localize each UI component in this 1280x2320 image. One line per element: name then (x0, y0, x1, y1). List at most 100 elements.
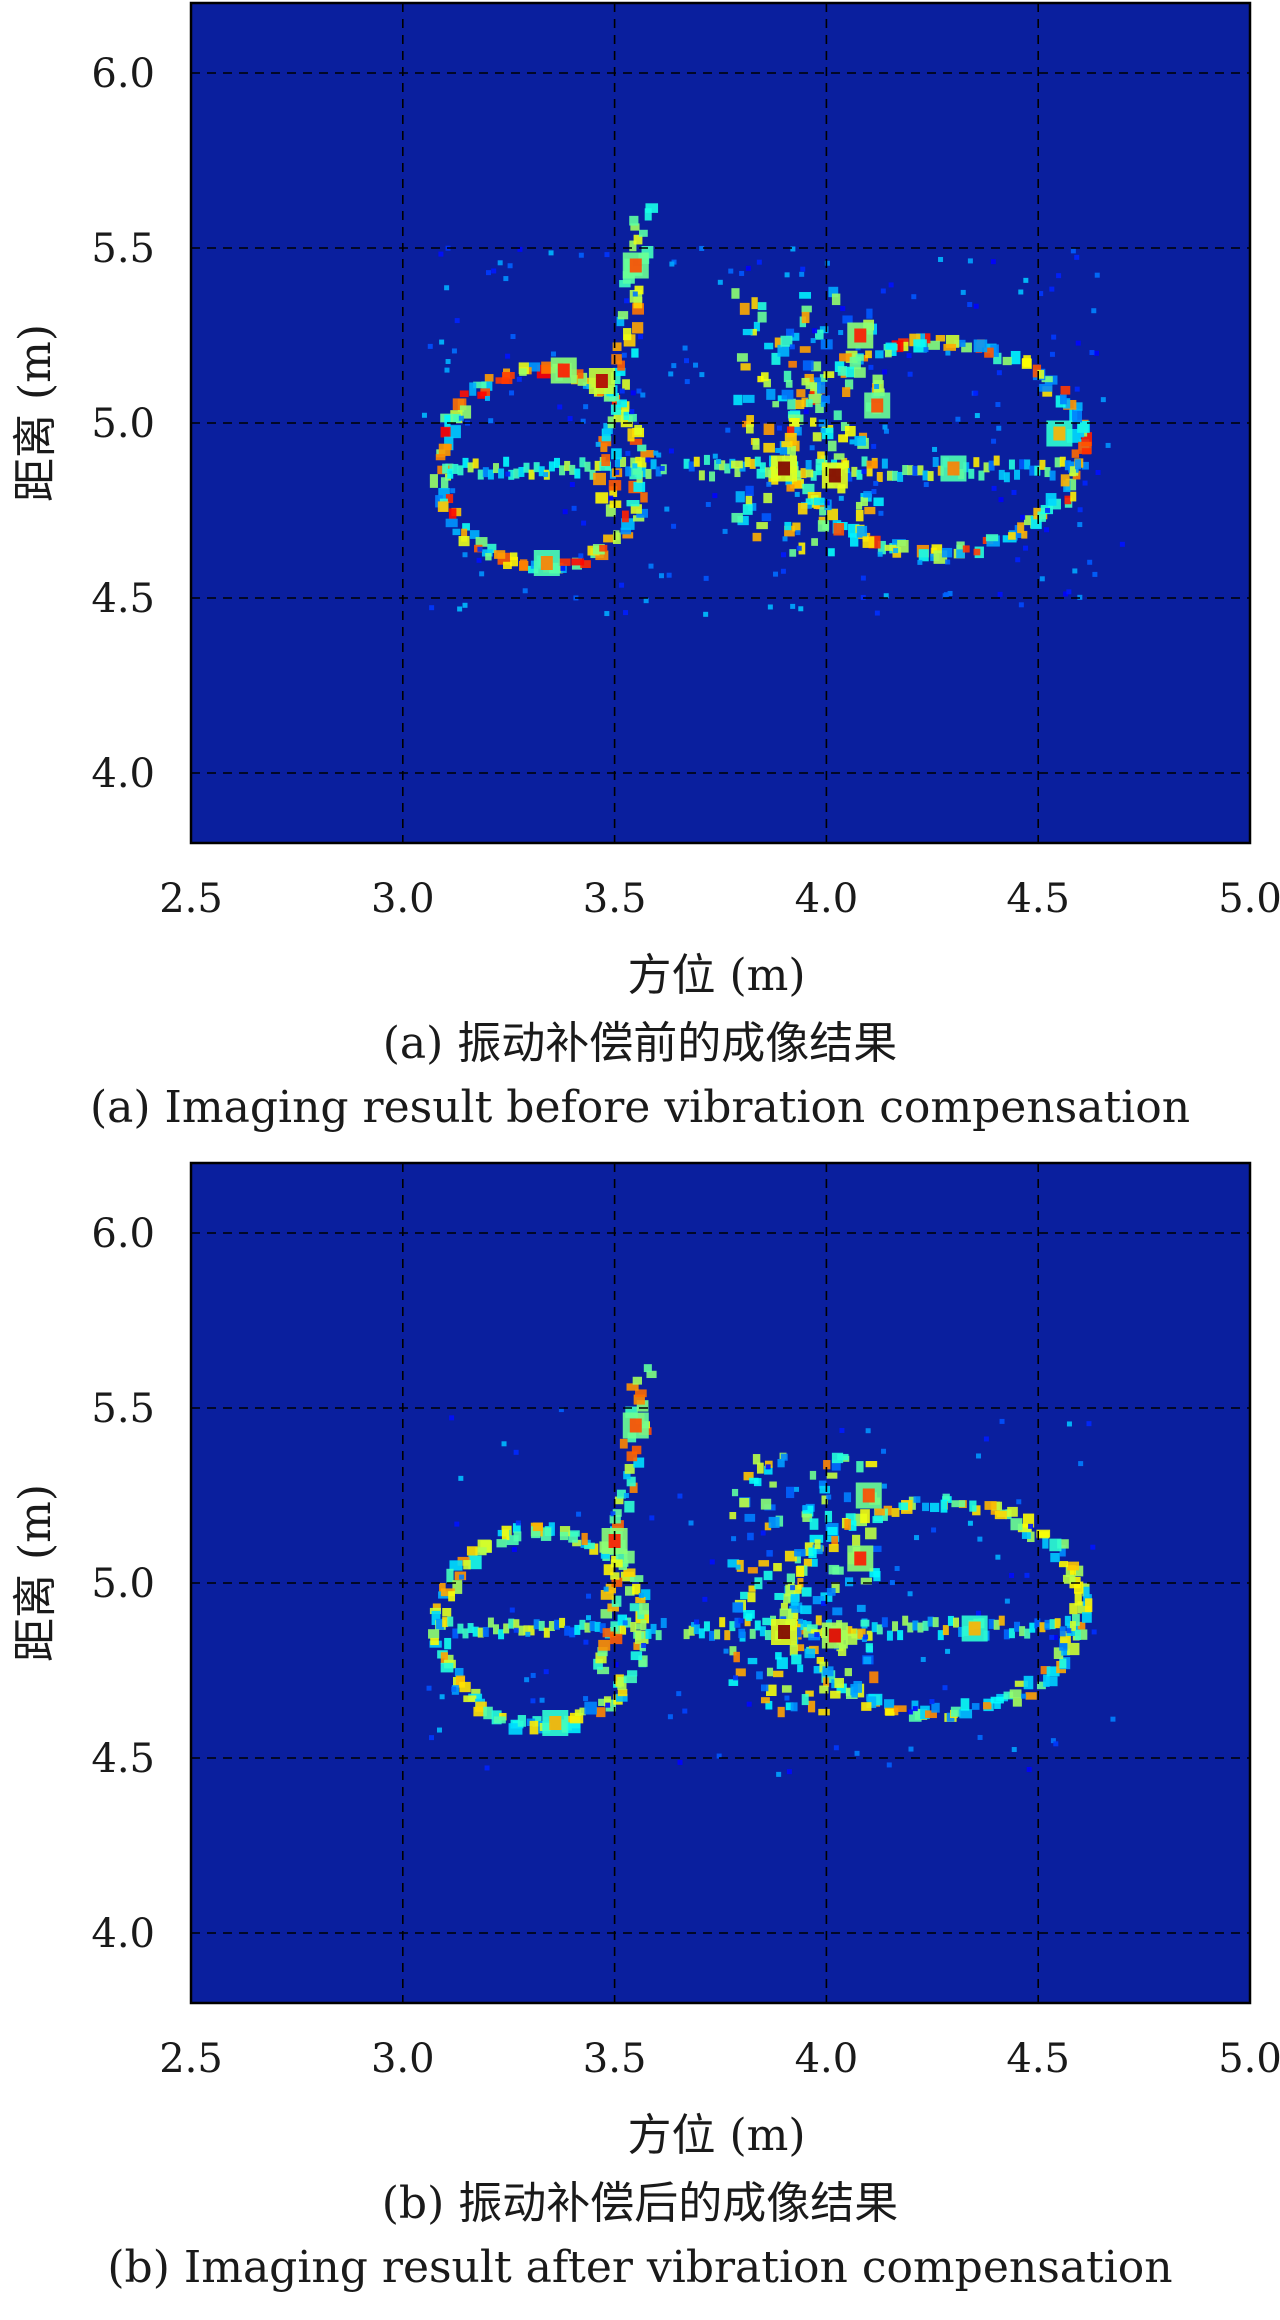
scatter-pixel (864, 506, 876, 515)
scatter-pixel (801, 377, 810, 386)
scatter-pixel (814, 1632, 820, 1638)
scatter-pixel (448, 508, 457, 520)
scatter-pixel (1019, 459, 1026, 470)
scatter-pixel (597, 1666, 610, 1675)
scatter-pixel (907, 465, 914, 476)
scatter-pixel (440, 1652, 448, 1664)
scatter-pixel (794, 1551, 801, 1564)
scatter-pixel (712, 453, 718, 459)
scatter-pixel (703, 1621, 710, 1632)
scatter-pixel (784, 521, 792, 531)
scatter-pixel (851, 466, 858, 477)
scatter-pixel (802, 1505, 814, 1517)
scatter-pixel (723, 1648, 729, 1654)
scatter-pixel (626, 500, 640, 507)
scatter-pixel (682, 345, 688, 351)
scatter-pixel (956, 541, 965, 550)
scatter-pixel (775, 447, 781, 453)
scatter-pixel (1039, 576, 1045, 582)
scatter-pixel (589, 469, 596, 480)
scatter-pixel (638, 1655, 648, 1667)
scatter-pixel (995, 402, 1001, 408)
scatter-pixel (580, 418, 586, 424)
scatter-pixel (942, 1493, 950, 1502)
scatter-pixel (886, 470, 893, 481)
scatter-pixel (743, 1471, 754, 1481)
scatter-pixel (440, 477, 449, 490)
scatter-pixel (844, 379, 854, 390)
scatter-pixel (529, 1720, 539, 1735)
scatter-pixel (569, 482, 575, 488)
scatter-pixel (449, 1415, 455, 1421)
scatter-pixel (747, 1567, 758, 1574)
x-tick-label: 4.5 (1006, 876, 1070, 922)
scatter-pixel (931, 1527, 937, 1533)
scatter-pixel (495, 377, 509, 384)
scatter-pixel (559, 1531, 569, 1541)
scatter-pixel (862, 1488, 875, 1503)
scatter-pixel (600, 1609, 613, 1619)
scatter-pixel (844, 1668, 852, 1677)
scatter-pixel (861, 1702, 872, 1711)
scatter-pixel (763, 423, 775, 435)
scatter-pixel (610, 1511, 616, 1517)
scatter-pixel (633, 234, 643, 245)
scatter-pixel (669, 261, 675, 267)
scatter-pixel (914, 1535, 920, 1541)
scatter-pixel (1067, 1642, 1080, 1656)
scatter-pixel (731, 1488, 739, 1497)
scatter-pixel (766, 1550, 773, 1557)
scatter-pixel (629, 1575, 644, 1583)
scatter-pixel (603, 1564, 614, 1576)
scatter-pixel (578, 553, 584, 559)
scatter-pixel (800, 266, 806, 272)
scatter-pixel (803, 1627, 814, 1638)
scatter-pixel (767, 604, 773, 610)
scatter-pixel (925, 1710, 937, 1719)
scatter-pixel (716, 458, 722, 464)
scatter-pixel (968, 1621, 981, 1636)
scatter-pixel (745, 424, 754, 434)
scatter-pixel (763, 492, 773, 504)
scatter-pixel (797, 1644, 805, 1652)
scatter-pixel (1045, 493, 1057, 506)
scatter-pixel (802, 483, 815, 495)
scatter-pixel (990, 344, 999, 357)
scatter-pixel (616, 316, 625, 327)
caption-cn-b: (b) 振动补偿后的成像结果 (381, 2178, 899, 2229)
scatter-pixel (744, 1513, 756, 1522)
scatter-pixel (600, 1549, 610, 1559)
scatter-pixel (1100, 397, 1106, 403)
scatter-pixel (505, 353, 511, 359)
scatter-pixel (640, 1620, 647, 1631)
scatter-pixel (595, 550, 609, 561)
scatter-pixel (794, 1549, 806, 1557)
scatter-pixel (917, 1622, 924, 1633)
scatter-pixel (819, 506, 827, 516)
scatter-pixel (1095, 469, 1101, 475)
scatter-pixel (766, 481, 772, 487)
scatter-pixel (541, 361, 552, 374)
scatter-pixel (637, 444, 647, 452)
scatter-pixel (747, 1657, 758, 1665)
scatter-pixel (571, 558, 585, 566)
scatter-pixel (595, 374, 608, 388)
scatter-pixel (611, 1555, 619, 1562)
scatter-pixel (503, 276, 509, 282)
scatter-pixel (784, 525, 795, 537)
scatter-pixel (719, 460, 726, 471)
scatter-pixel (985, 534, 999, 542)
scatter-pixel (688, 1520, 694, 1526)
scatter-pixel (994, 1510, 1007, 1520)
scatter-pixel (855, 509, 864, 522)
scatter-pixel (860, 1509, 870, 1524)
scatter-pixel (845, 1633, 858, 1645)
scatter-pixel (1030, 515, 1042, 530)
scatter-pixel (880, 288, 886, 294)
scatter-pixel (624, 298, 630, 304)
scatter-pixel (627, 413, 637, 422)
scatter-pixel (1021, 530, 1028, 539)
scatter-pixel (445, 494, 454, 504)
scatter-pixel (735, 491, 745, 503)
scatter-pixel (839, 353, 852, 362)
